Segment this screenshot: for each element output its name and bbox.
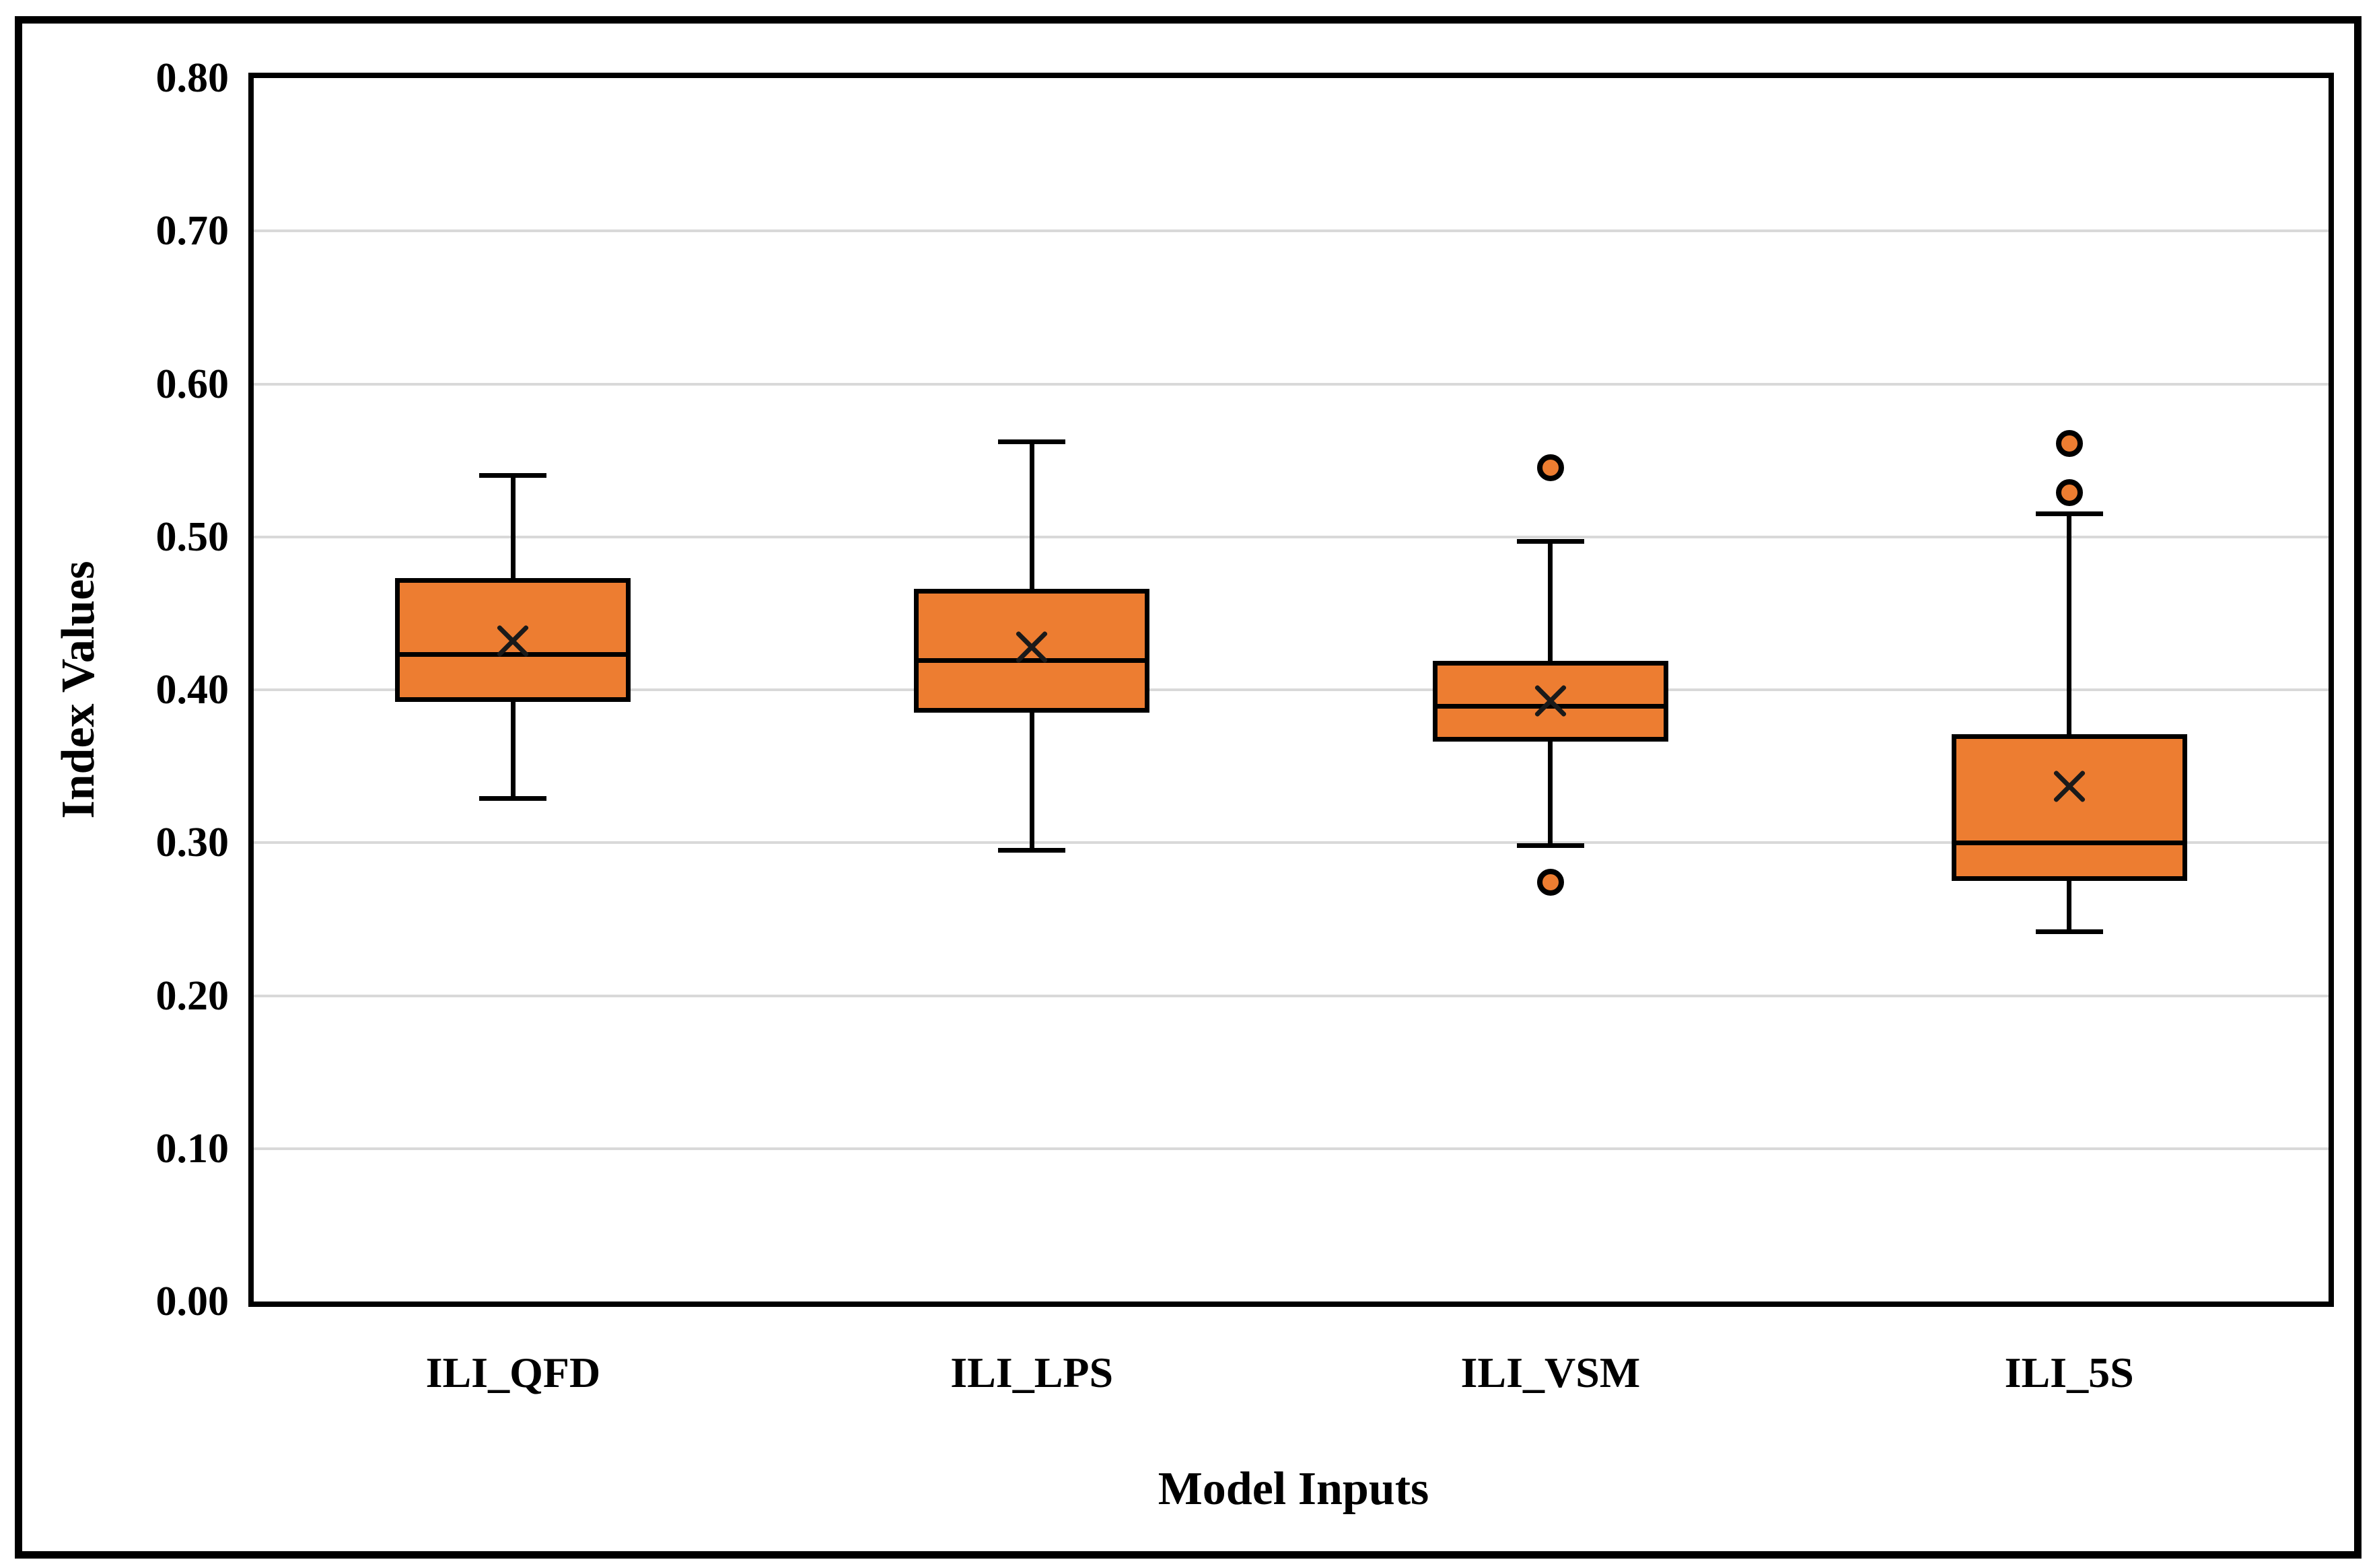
gridline-0.30 [254,841,2329,845]
outlier-dot-ILI_VSM-1 [1536,869,1564,896]
x-category-label-ILI_VSM: ILI_VSM [1460,1349,1641,1396]
median-line-ILI_QFD [398,652,628,657]
outlier-dot-ILI_VSM-0 [1536,454,1564,482]
upper-whisker-cap-ILI_5S [2035,511,2103,517]
y-tick-label-0.20: 0.20 [155,972,229,1019]
mean-marker-ILI_QFD [492,620,534,662]
y-tick-label-0.10: 0.10 [155,1125,229,1172]
upper-whisker-line-ILI_5S [2067,513,2072,734]
upper-whisker-cap-ILI_VSM [1516,539,1584,544]
x-category-label-ILI_QFD: ILI_QFD [425,1349,601,1396]
gridline-0.50 [254,535,2329,538]
y-tick-label-0.30: 0.30 [155,820,229,866]
gridline-0.40 [254,688,2329,691]
gridline-0.10 [254,1147,2329,1150]
mean-marker-ILI_5S [2049,765,2090,807]
iqr-box-ILI_5S [1951,734,2187,882]
mean-marker-ILI_LPS [1011,626,1053,668]
gridline-0.60 [254,382,2329,386]
lower-whisker-cap-ILI_LPS [998,848,1066,853]
median-line-ILI_VSM [1435,704,1665,709]
x-category-label-ILI_LPS: ILI_LPS [950,1349,1114,1396]
mean-marker-ILI_VSM [1530,680,1571,721]
upper-whisker-cap-ILI_QFD [479,473,547,478]
y-tick-label-0.60: 0.60 [155,361,229,407]
lower-whisker-line-ILI_LPS [1029,713,1034,851]
y-tick-label-0.00: 0.00 [155,1279,229,1324]
x-axis-title: Model Inputs [1158,1463,1429,1515]
outlier-dot-ILI_5S-1 [2055,478,2083,506]
lower-whisker-cap-ILI_QFD [479,795,547,801]
median-line-ILI_LPS [917,658,1147,664]
y-tick-label-0.50: 0.50 [155,513,229,560]
y-tick-label-0.80: 0.80 [155,55,229,101]
upper-whisker-line-ILI_LPS [1029,441,1034,589]
gridline-0.20 [254,994,2329,997]
x-category-label-ILI_5S: ILI_5S [2004,1349,2134,1396]
upper-whisker-line-ILI_VSM [1548,541,1553,661]
median-line-ILI_5S [1954,840,2184,845]
lower-whisker-line-ILI_QFD [510,702,516,799]
upper-whisker-cap-ILI_LPS [998,439,1066,445]
outlier-dot-ILI_5S-0 [2055,430,2083,458]
y-tick-label-0.70: 0.70 [155,208,229,254]
upper-whisker-line-ILI_QFD [510,475,516,579]
lower-whisker-cap-ILI_VSM [1516,843,1584,849]
lower-whisker-line-ILI_VSM [1548,742,1553,846]
lower-whisker-line-ILI_5S [2067,881,2072,932]
gridline-0.70 [254,229,2329,233]
iqr-box-ILI_LPS [914,589,1150,713]
y-tick-label-0.40: 0.40 [155,667,229,713]
plot-area [248,73,2334,1307]
lower-whisker-cap-ILI_5S [2035,929,2103,934]
